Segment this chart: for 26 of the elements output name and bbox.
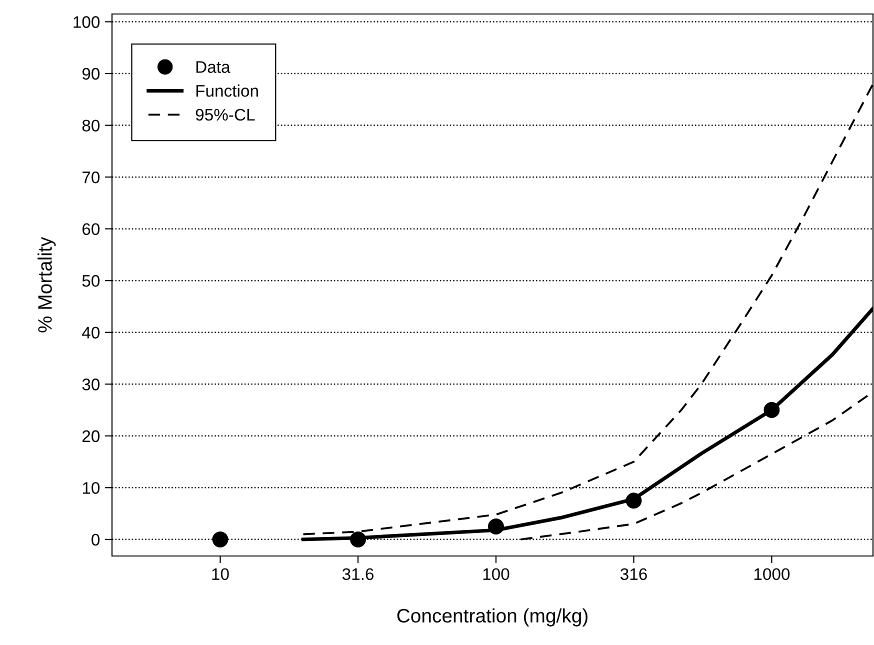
- x-tick-label: 31.6: [342, 568, 374, 580]
- y-tick-label: 60: [82, 223, 100, 236]
- legend-label: Data: [196, 61, 230, 73]
- y-tick-label: 10: [82, 482, 100, 494]
- y-tick-label: 30: [82, 378, 100, 390]
- x-tick-label: 10: [212, 568, 229, 580]
- point: [626, 492, 642, 509]
- x-tick-label: 316: [620, 568, 647, 580]
- point: [764, 402, 780, 418]
- y-axis-title: % Mortality: [38, 236, 56, 332]
- y-tick-label: 0: [92, 534, 100, 546]
- point: [350, 531, 366, 548]
- y-tick-label: 100: [74, 16, 100, 28]
- y-tick-label: 90: [82, 68, 100, 80]
- y-tick-label: 20: [82, 430, 100, 442]
- y-tick-label: 40: [82, 326, 100, 339]
- x-tick-label: 100: [483, 568, 510, 580]
- point: [488, 518, 504, 534]
- legend-label: 95%-CL: [196, 108, 255, 121]
- x-tick-label: 1000: [754, 568, 790, 580]
- y-tick-label: 50: [82, 275, 100, 287]
- y-tick-label: 80: [82, 120, 100, 132]
- point: [212, 531, 228, 548]
- y-tick-label: 70: [82, 171, 100, 184]
- x-axis-title: Concentration (mg/kg): [397, 608, 588, 626]
- legend-label: Function: [196, 84, 258, 97]
